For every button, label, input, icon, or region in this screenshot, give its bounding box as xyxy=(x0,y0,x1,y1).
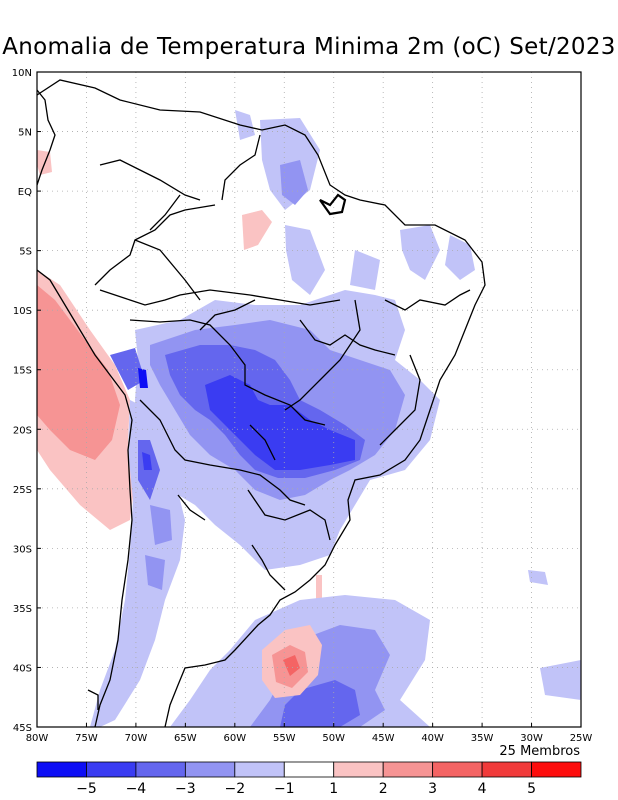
colorbar-label: −1 xyxy=(274,781,295,797)
colorbar-swatch xyxy=(333,761,384,778)
lat-label: 15S xyxy=(13,366,32,377)
lon-label: 40W xyxy=(421,733,444,744)
colorbar-label: −4 xyxy=(126,781,147,797)
map-title: Anomalia de Temperatura Minima 2m (oC) S… xyxy=(2,34,616,60)
colorbar-label: 1 xyxy=(329,781,338,797)
lon-label: 80W xyxy=(26,733,49,744)
lon-label: 25W xyxy=(570,733,593,744)
lon-label: 35W xyxy=(471,733,494,744)
lon-label: 75W xyxy=(75,733,98,744)
colorbar-label: 4 xyxy=(478,781,487,797)
lat-label: 30S xyxy=(13,544,32,555)
colorbar-swatch xyxy=(283,761,335,778)
plot-frame xyxy=(36,71,582,728)
lat-label: 45S xyxy=(13,723,32,734)
colorbar-swatch xyxy=(382,761,434,778)
lon-label: 70W xyxy=(125,733,148,744)
colorbar-swatch xyxy=(432,761,483,778)
colorbar xyxy=(36,761,582,778)
colorbar-swatch xyxy=(86,761,137,778)
lon-label: 30W xyxy=(520,733,543,744)
lat-label: 10N xyxy=(12,68,32,79)
colorbar-label: 5 xyxy=(527,781,536,797)
lon-label: 45W xyxy=(372,733,395,744)
lon-label: 55W xyxy=(273,733,296,744)
lat-lon-grid xyxy=(37,72,581,727)
colorbar-label: 2 xyxy=(379,781,388,797)
colorbar-swatch xyxy=(481,761,532,778)
lat-label: EQ xyxy=(18,187,32,198)
colorbar-swatch xyxy=(135,761,186,778)
colorbar-swatch xyxy=(184,761,236,778)
colorbar-label: −3 xyxy=(175,781,196,797)
colorbar-labels: −5 −4 −3 −2 −1 1 2 3 4 5 xyxy=(76,781,536,797)
lat-label: 5S xyxy=(19,247,32,258)
colorbar-swatch xyxy=(531,761,582,778)
longitude-labels: 80W 75W 70W 65W 60W 55W 50W 45W 40W 35W 30W 25W xyxy=(26,723,593,744)
lat-label: 10S xyxy=(13,306,32,317)
lat-label: 35S xyxy=(13,604,32,615)
colorbar-label: −5 xyxy=(76,781,97,797)
lon-label: 60W xyxy=(224,733,247,744)
lon-label: 65W xyxy=(174,733,197,744)
lat-label: 5N xyxy=(18,128,32,139)
pacific-warm-core xyxy=(37,285,120,460)
lon-label: 50W xyxy=(322,733,345,744)
colorbar-label: 3 xyxy=(428,781,437,797)
colorbar-swatch xyxy=(36,761,87,778)
members-label: 25 Membros xyxy=(499,744,580,759)
anomaly-shading xyxy=(37,110,581,727)
latitude-labels: 10N 5N EQ 5S 10S 15S 20S 25S 30S 35S 40S 45S xyxy=(12,68,41,734)
lat-label: 25S xyxy=(13,485,32,496)
lat-label: 40S xyxy=(13,663,32,674)
colorbar-label: −2 xyxy=(224,781,245,797)
colorbar-swatch xyxy=(234,761,285,778)
lat-label: 20S xyxy=(13,425,32,436)
coastline xyxy=(37,79,486,727)
